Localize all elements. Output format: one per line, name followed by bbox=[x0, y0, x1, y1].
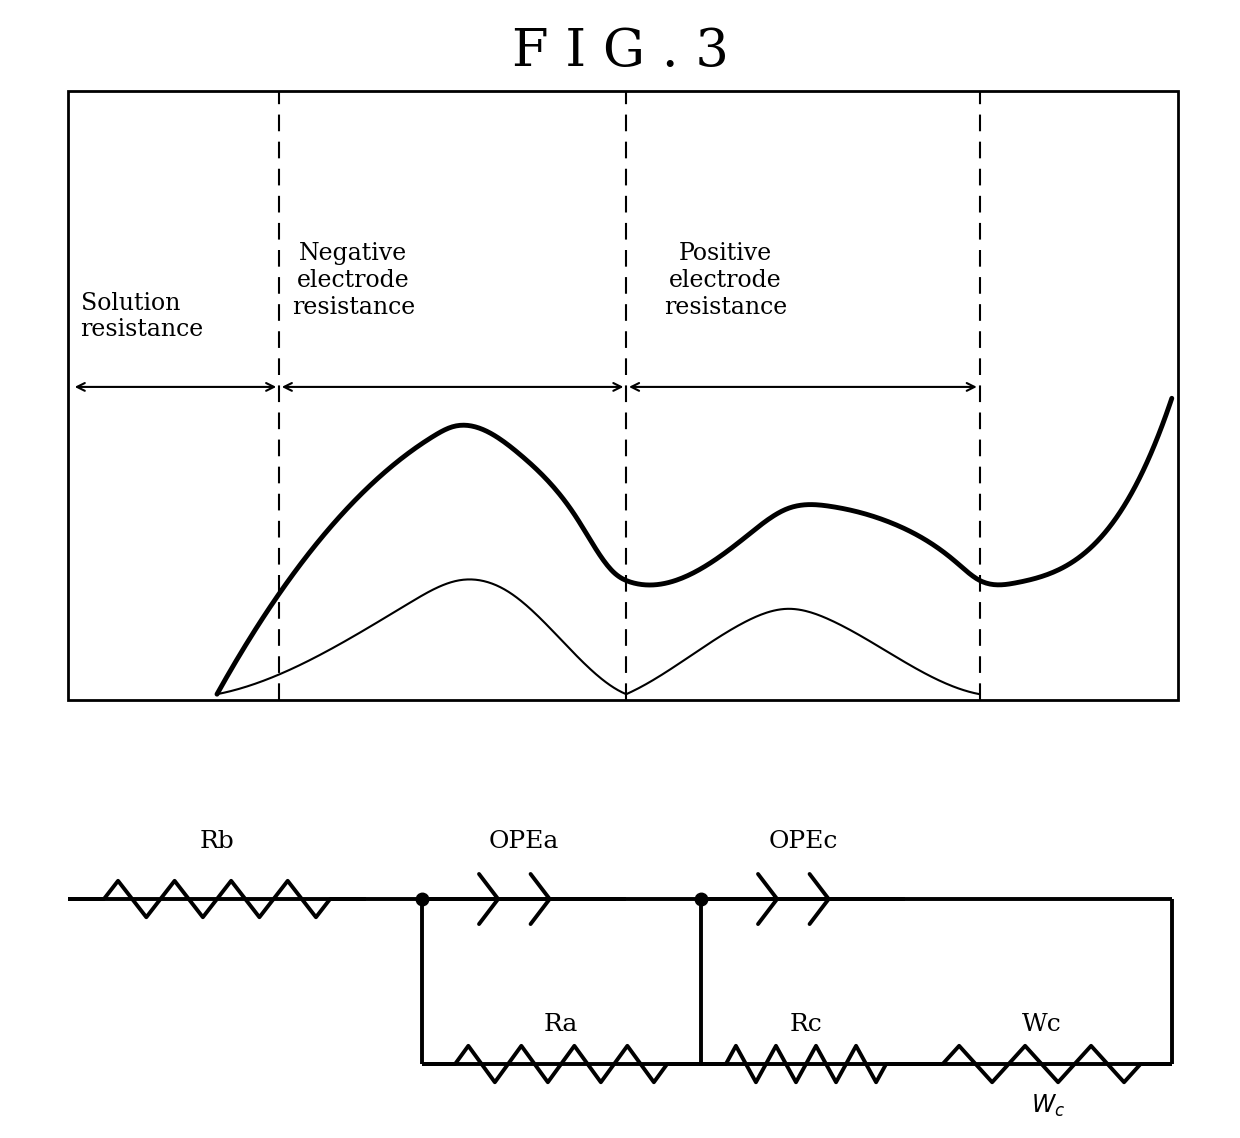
Text: OPEc: OPEc bbox=[769, 831, 837, 854]
Text: Solution
resistance: Solution resistance bbox=[81, 291, 203, 341]
Text: F I G . 3: F I G . 3 bbox=[512, 26, 728, 76]
Text: Negative
electrode
resistance: Negative electrode resistance bbox=[291, 242, 415, 319]
Text: $W_c$: $W_c$ bbox=[1030, 1092, 1065, 1119]
Text: Wc: Wc bbox=[1022, 1013, 1061, 1036]
Text: Ra: Ra bbox=[544, 1013, 578, 1036]
Text: Positive
electrode
resistance: Positive electrode resistance bbox=[663, 242, 787, 319]
Text: Rc: Rc bbox=[790, 1013, 822, 1036]
Text: Rb: Rb bbox=[200, 831, 234, 854]
Text: OPEa: OPEa bbox=[489, 831, 559, 854]
Bar bbox=[68, 91, 1178, 700]
